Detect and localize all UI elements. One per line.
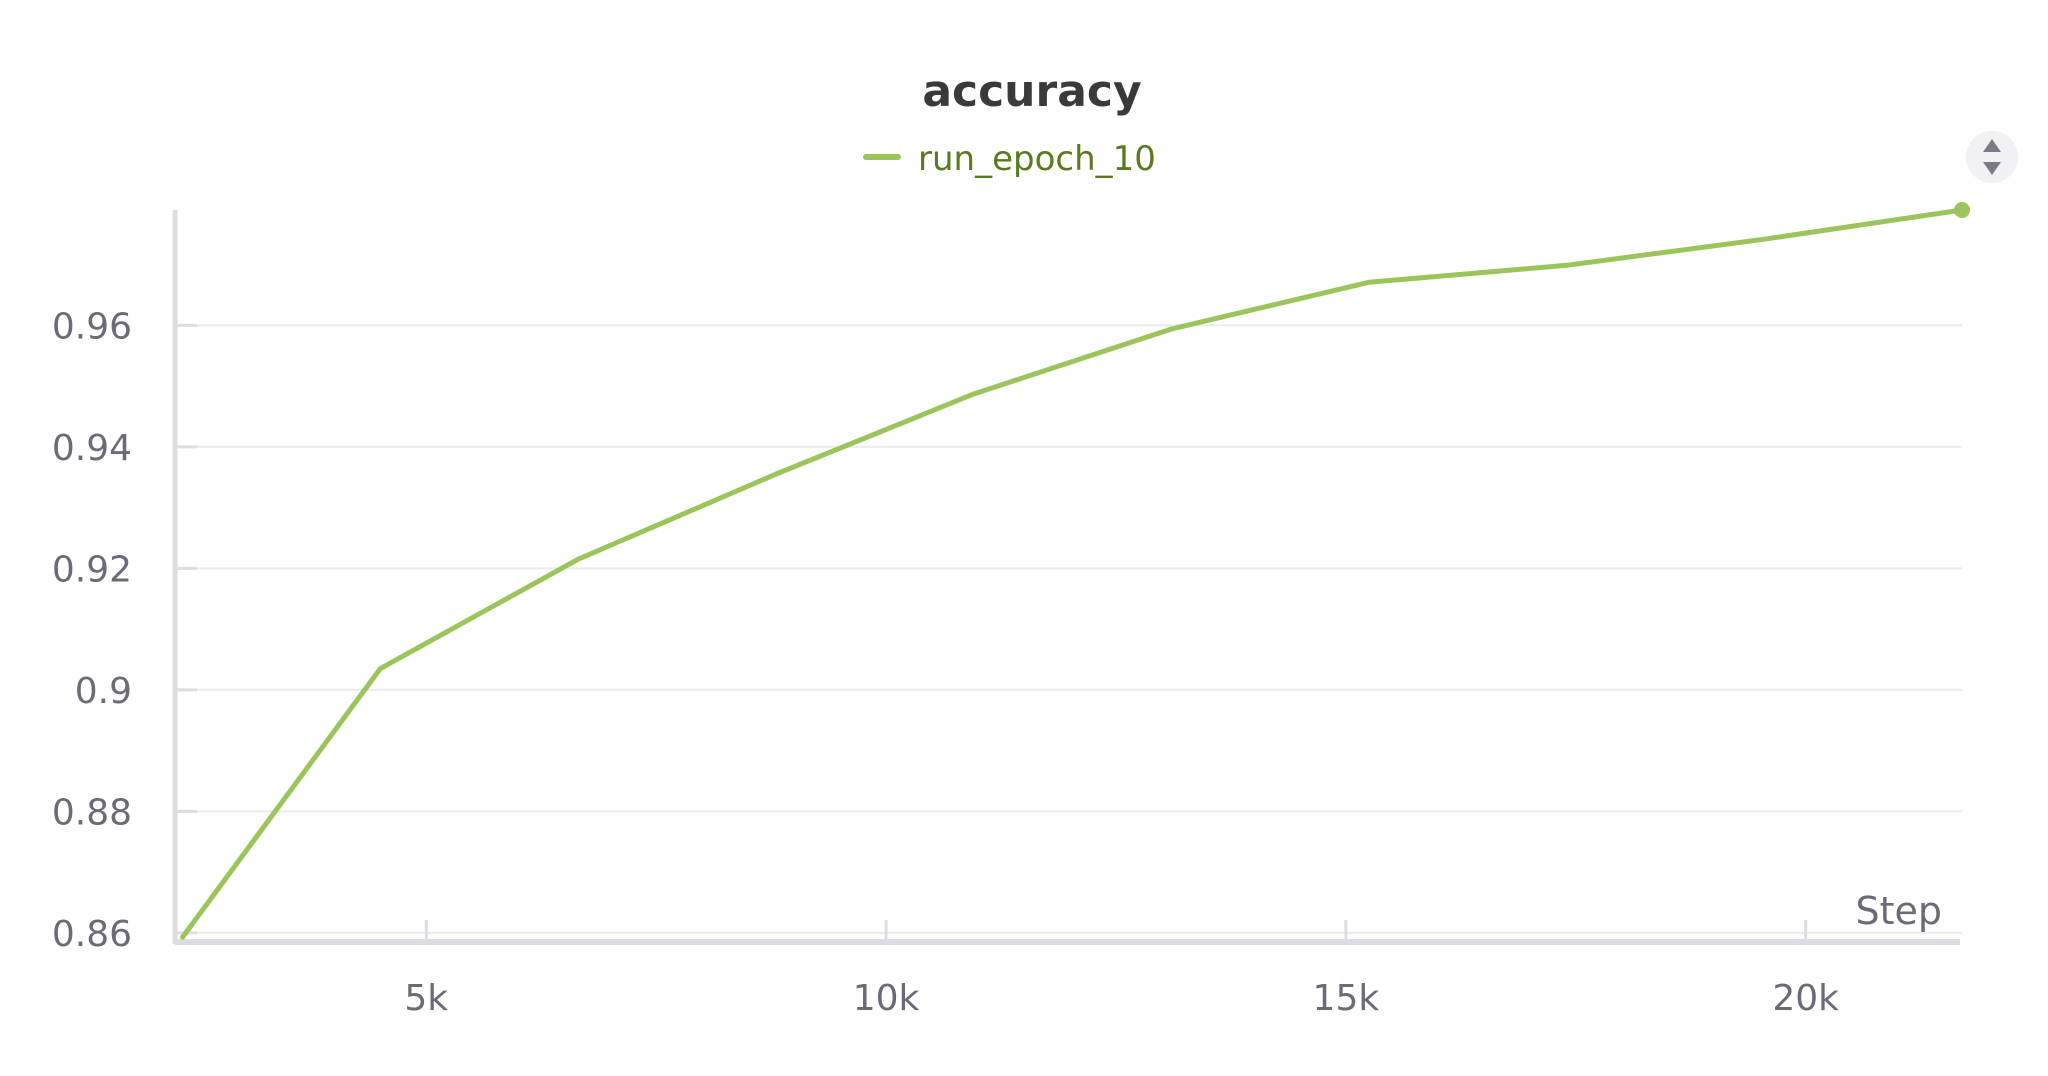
x-tick-label: 20k xyxy=(1772,978,1839,1019)
sort-button-bg[interactable] xyxy=(1966,131,2018,183)
y-tick-label: 0.88 xyxy=(52,792,132,833)
x-tick-labels: 5k 10k 15k 20k xyxy=(404,920,1839,1019)
axes xyxy=(172,210,1960,945)
y-tick-label: 0.92 xyxy=(52,549,132,590)
legend-entry-run-epoch-10[interactable]: run_epoch_10 xyxy=(918,139,1156,179)
x-tick-label: 15k xyxy=(1313,978,1380,1019)
y-tick-label: 0.9 xyxy=(75,671,132,712)
x-tick-label: 5k xyxy=(404,978,448,1019)
chart-title: accuracy xyxy=(922,66,1141,117)
grid-lines xyxy=(178,324,1962,934)
sort-up-arrow xyxy=(1983,139,2001,152)
x-axis-label: Step xyxy=(1855,889,1942,933)
y-tick-labels: 0.86 0.88 0.9 0.92 0.94 0.96 xyxy=(52,306,197,955)
y-tick-label: 0.94 xyxy=(52,428,132,469)
series-end-point xyxy=(1954,202,1970,218)
y-tick-label: 0.86 xyxy=(52,914,132,955)
y-tick-label: 0.96 xyxy=(52,306,132,347)
plot-area xyxy=(180,202,1970,940)
sort-down-arrow xyxy=(1983,162,2001,175)
sort-up-down-icon[interactable] xyxy=(1966,131,2018,183)
x-tick-label: 10k xyxy=(853,978,920,1019)
series-line-run-epoch-10 xyxy=(180,207,1965,940)
legend[interactable]: run_epoch_10 xyxy=(863,139,1156,179)
